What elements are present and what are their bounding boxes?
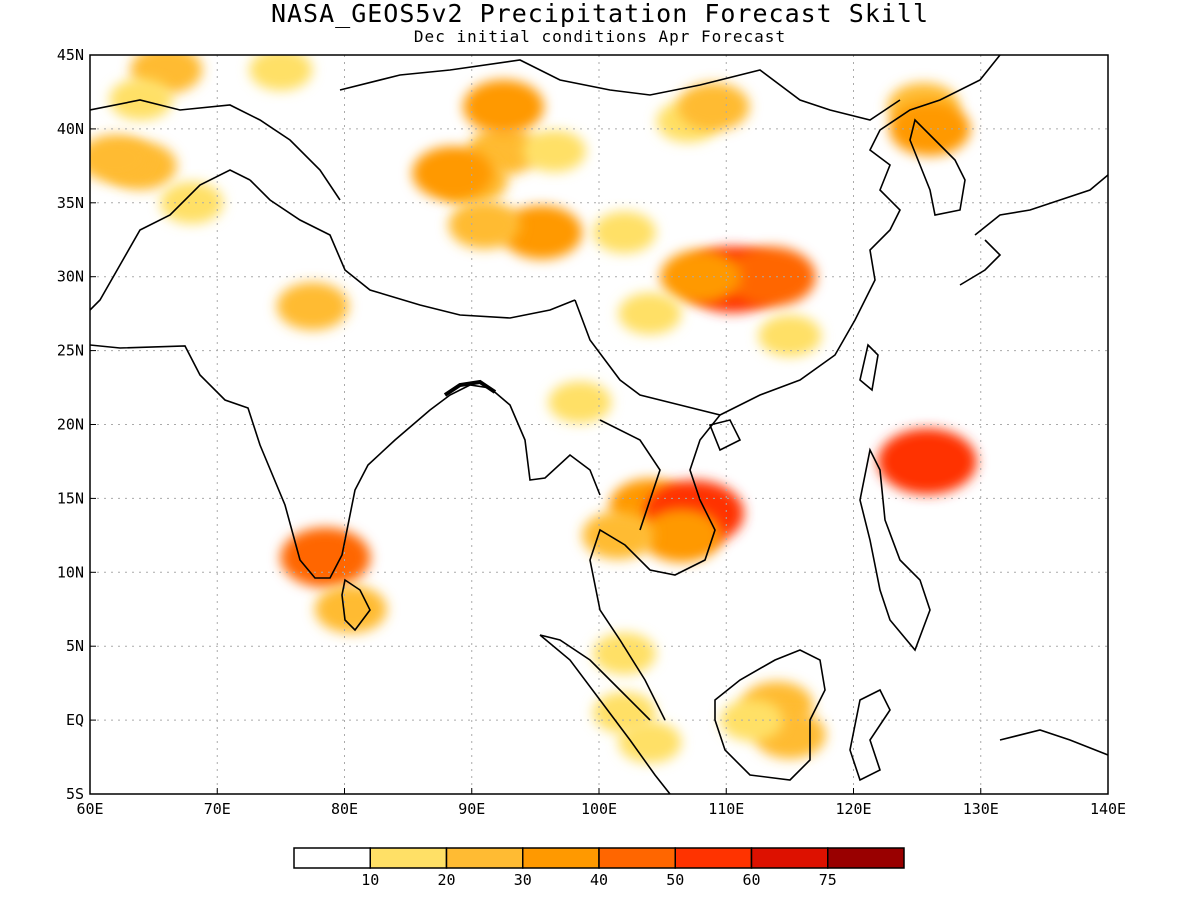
colorbar-label: 60 (742, 871, 760, 889)
skill-patch (877, 428, 977, 495)
gridlines (90, 55, 1108, 794)
skill-patch (249, 55, 313, 91)
skill-patch (412, 146, 494, 201)
colorbar-swatch (827, 847, 905, 869)
skill-patch (160, 181, 224, 224)
lon-tick-label: 120E (835, 800, 871, 818)
skill-patch (280, 527, 371, 588)
colorbar-swatch (750, 847, 829, 869)
skill-patch (109, 78, 173, 121)
lat-tick-label: 40N (57, 120, 84, 138)
skill-patch (618, 292, 682, 335)
coastlines (90, 55, 1108, 794)
lon-tick-label: 130E (963, 800, 999, 818)
lat-tick-label: EQ (66, 711, 84, 729)
skill-patch (90, 134, 152, 183)
skill-patch (592, 211, 656, 254)
skill-patch (889, 101, 971, 156)
lat-tick-label: 30N (57, 268, 84, 286)
skill-patch (448, 200, 521, 249)
colorbar-swatch (674, 847, 753, 869)
colorbar-swatch (522, 847, 600, 869)
lat-tick-label: 5N (66, 637, 84, 655)
lat-tick-label: 5S (66, 785, 84, 803)
lon-tick-label: 80E (331, 800, 358, 818)
colorbar-swatch (293, 847, 371, 869)
skill-patch (314, 585, 387, 634)
skill-patch (720, 699, 784, 742)
lon-tick-label: 90E (458, 800, 485, 818)
lat-tick-label: 25N (57, 342, 84, 360)
skill-field (90, 55, 977, 764)
lon-tick-label: 70E (204, 800, 231, 818)
colorbar-label: 50 (666, 871, 684, 889)
skill-patch (592, 632, 656, 675)
lon-tick-label: 100E (581, 800, 617, 818)
map-title: NASA_GEOS5v2 Precipitation Forecast Skil… (270, 0, 930, 28)
lat-tick-label: 15N (57, 489, 84, 507)
map-subtitle: Dec initial conditions Apr Forecast (413, 27, 787, 46)
skill-patch (463, 79, 545, 134)
colorbar-label: 40 (590, 871, 608, 889)
skill-patch (582, 511, 655, 560)
lat-tick-label: 10N (57, 563, 84, 581)
lon-tick-label: 60E (76, 800, 103, 818)
colorbar-swatch (598, 847, 676, 869)
colorbar-label: 75 (819, 871, 837, 889)
lat-tick-label: 20N (57, 416, 84, 434)
skill-patch (522, 130, 586, 173)
skill-patch (501, 205, 583, 260)
colorbar-label: 30 (514, 871, 532, 889)
colorbar-label: 20 (437, 871, 455, 889)
skill-patch (276, 282, 349, 331)
skill-patch (758, 314, 822, 357)
skill-patch (618, 721, 682, 764)
skill-patch (548, 381, 612, 424)
colorbar-swatch (369, 847, 448, 869)
lon-tick-label: 140E (1090, 800, 1126, 818)
skill-patch (677, 82, 750, 131)
skill-patch (641, 508, 723, 563)
lat-tick-label: 45N (57, 46, 84, 64)
colorbar: 10 20 30 40 50 60 75 (293, 847, 905, 889)
lat-tick-label: 35N (57, 194, 84, 212)
colorbar-swatch (445, 847, 524, 869)
map-frame (89, 54, 1109, 795)
axes: 60E 70E 80E 90E 100E 110E 120E 130E 140E 45N 40N 35… (57, 46, 1126, 818)
colorbar-label: 10 (361, 871, 379, 889)
lon-tick-label: 110E (708, 800, 744, 818)
